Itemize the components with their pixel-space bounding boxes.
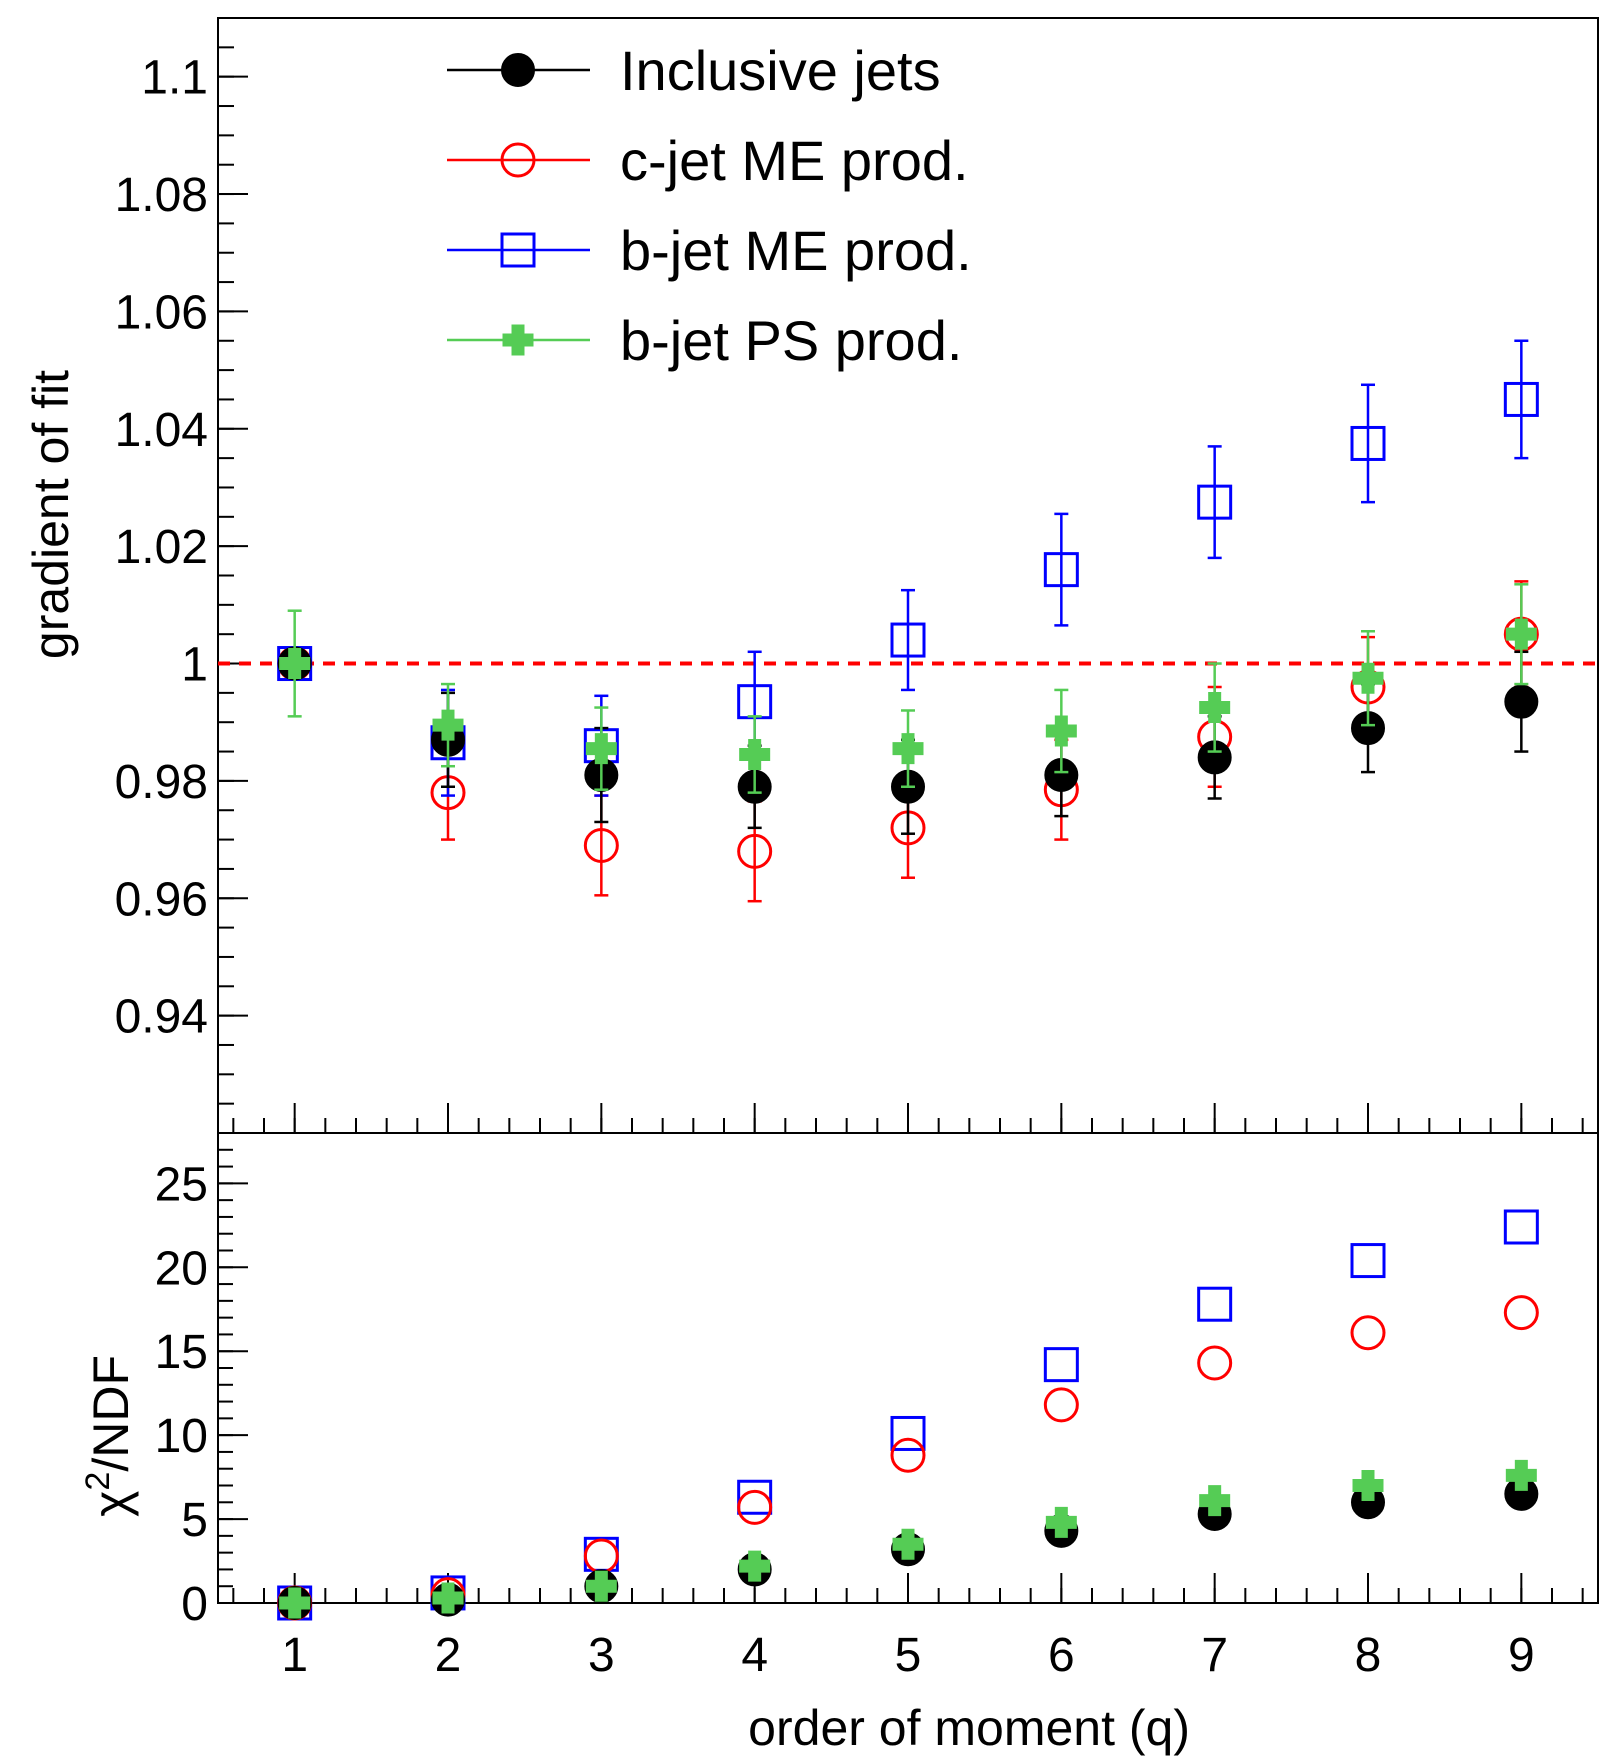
c-jet-me-prod-point: [737, 833, 773, 869]
bottom-x-tick-label: 8: [1355, 1629, 1382, 1682]
c-jet-me-prod-chi2-point: [1350, 1315, 1386, 1351]
bottom-data-marks: [277, 1209, 1539, 1621]
bottom-x-tick-label: 1: [281, 1629, 308, 1682]
c-jet-me-prod-chi2-point: [1043, 1387, 1079, 1423]
b-jet-ps-prod-chi2-point: [1505, 1459, 1537, 1491]
b-jet-me-prod-chi2-point: [1197, 1286, 1233, 1322]
bottom-x-tick-label: 7: [1201, 1629, 1228, 1682]
top-y-tick-label: 0.94: [115, 991, 208, 1044]
bottom-y-tick-label: 20: [155, 1242, 208, 1295]
b-jet-ps-prod-point: [892, 733, 924, 765]
bottom-x-tick-label: 9: [1508, 1629, 1535, 1682]
legend-label-inclusive-jets: Inclusive jets: [620, 39, 941, 102]
bottom-y-axis: 0 5 10 15 20 25: [155, 1132, 248, 1631]
b-jet-me-prod-point: [1350, 425, 1386, 461]
top-panel: 0.94 0.96 0.98 1 1.02 1.04 1.06 1.08 1.1 gradien…: [23, 17, 1599, 1134]
bottom-y-tick-label: 0: [181, 1578, 208, 1631]
b-jet-ps-prod-chi2-point: [1199, 1485, 1231, 1517]
b-jet-ps-prod-point: [739, 738, 771, 770]
b-jet-ps-prod-point: [432, 709, 464, 741]
bottom-y-axis-title-rest: /NDF: [83, 1355, 139, 1472]
bottom-x-tick-label: 4: [741, 1629, 768, 1682]
b-jet-me-prod-chi2-point: [1043, 1347, 1079, 1383]
bottom-y-tick-label: 5: [181, 1494, 208, 1547]
b-jet-ps-prod-point: [1352, 662, 1384, 694]
top-y-tick-label: 1.1: [141, 52, 208, 105]
legend-marker-b-jet-me-prod: [500, 232, 536, 268]
top-data-marks: [277, 339, 1539, 903]
inclusive-jets-point: [1504, 684, 1539, 719]
b-jet-ps-prod-point: [279, 648, 311, 680]
bottom-y-axis-title-sup: 2: [79, 1472, 117, 1491]
bottom-x-tick-label: 6: [1048, 1629, 1075, 1682]
legend-label-b-jet-me-prod: b-jet ME prod.: [620, 219, 972, 282]
c-jet-me-prod-chi2-point: [1197, 1345, 1233, 1381]
b-jet-ps-prod-chi2-point: [585, 1570, 617, 1602]
b-jet-ps-prod-chi2-point: [279, 1587, 311, 1619]
top-y-tick-label: 1.06: [115, 286, 208, 339]
top-y-tick-label: 1.02: [115, 521, 208, 574]
b-jet-ps-prod-point: [1505, 618, 1537, 650]
bottom-x-tick-label: 3: [588, 1629, 615, 1682]
bottom-y-tick-label: 15: [155, 1326, 208, 1379]
top-y-tick-label: 1.08: [115, 169, 208, 222]
bottom-y-tick-label: 25: [155, 1158, 208, 1211]
legend-marker-c-jet-me-prod: [500, 142, 536, 178]
legend-label-b-jet-ps-prod: b-jet PS prod.: [620, 309, 962, 372]
c-jet-me-prod-chi2-point: [890, 1437, 926, 1473]
bottom-y-tick-label: 10: [155, 1410, 208, 1463]
b-jet-ps-prod-chi2-point: [739, 1550, 771, 1582]
b-jet-me-prod-point: [1043, 552, 1079, 588]
b-jet-ps-prod-chi2-point: [1045, 1506, 1077, 1538]
b-jet-me-prod-chi2-point: [1503, 1209, 1539, 1245]
bottom-y-axis-title: χ2/NDF: [79, 1355, 139, 1517]
b-jet-me-prod-chi2-point: [1350, 1243, 1386, 1279]
b-jet-ps-prod-point: [1045, 715, 1077, 747]
c-jet-me-prod-point: [583, 827, 619, 863]
bottom-x-tick-label: 2: [435, 1629, 462, 1682]
b-jet-me-prod-point: [1197, 484, 1233, 520]
bottom-x-axis-title: order of moment (q): [748, 1700, 1190, 1756]
b-jet-ps-prod-chi2-point: [432, 1582, 464, 1614]
b-jet-ps-prod-point: [1199, 692, 1231, 724]
top-y-axis: 0.94 0.96 0.98 1 1.02 1.04 1.06 1.08 1.1: [115, 17, 248, 1134]
b-jet-ps-prod-chi2-point: [1352, 1470, 1384, 1501]
b-jet-me-prod-chi2-point: [737, 1479, 773, 1515]
b-jet-me-prod-point: [890, 622, 926, 658]
c-jet-me-prod-chi2-point: [1503, 1295, 1539, 1331]
bottom-y-axis-title-main: χ: [83, 1491, 139, 1517]
top-y-axis-title: gradient of fit: [23, 370, 79, 659]
top-x-axis: [232, 1103, 1584, 1133]
legend-marker-inclusive-jets: [501, 53, 535, 87]
b-jet-me-prod-chi2-point: [890, 1415, 926, 1451]
top-y-tick-label: 1: [181, 639, 208, 692]
top-y-tick-label: 0.96: [115, 873, 208, 926]
top-y-tick-label: 0.98: [115, 756, 208, 809]
b-jet-ps-prod-chi2-point: [892, 1528, 924, 1560]
legend-marker-b-jet-ps-prod: [502, 324, 534, 356]
legend-label-c-jet-me-prod: c-jet ME prod.: [620, 129, 969, 192]
b-jet-ps-prod-point: [585, 733, 617, 765]
bottom-x-tick-label: 5: [895, 1629, 922, 1682]
b-jet-me-prod-point: [1503, 381, 1539, 417]
c-jet-me-prod-chi2-point: [737, 1489, 773, 1525]
top-y-tick-label: 1.04: [115, 404, 208, 457]
legend: Inclusive jets c-jet ME prod. b-jet ME pro…: [447, 39, 972, 372]
